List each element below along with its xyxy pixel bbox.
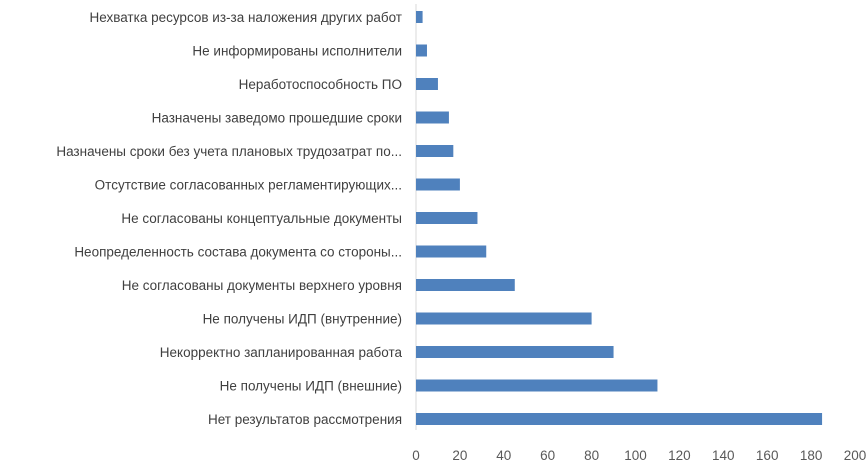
- category-label: Нехватка ресурсов из-за наложения других…: [89, 10, 402, 25]
- category-label: Нет результатов рассмотрения: [208, 412, 402, 427]
- category-label: Неработоспособность ПО: [239, 77, 402, 92]
- bars-group: [416, 11, 823, 425]
- bar: [416, 212, 478, 224]
- category-label: Отсутствие согласованных регламентирующи…: [95, 178, 402, 193]
- category-label: Назначены сроки без учета плановых трудо…: [56, 144, 402, 159]
- category-label: Не информированы исполнители: [192, 44, 402, 59]
- category-label: Не согласованы документы верхнего уровня: [122, 278, 402, 293]
- x-tick-label: 180: [800, 448, 823, 463]
- x-tick-labels-group: 0 20 40 60 80 100 120 140 160 180 200: [412, 448, 866, 463]
- x-tick-label: 200: [844, 448, 867, 463]
- bar: [416, 279, 515, 291]
- bar: [416, 379, 658, 392]
- bar: [416, 413, 823, 425]
- x-tick-label: 40: [496, 448, 511, 463]
- x-tick-label: 100: [624, 448, 647, 463]
- bar: [416, 145, 454, 157]
- bar: [416, 312, 592, 325]
- bar: [416, 111, 449, 124]
- x-tick-label: 80: [584, 448, 599, 463]
- x-tick-label: 60: [540, 448, 555, 463]
- bar: [416, 11, 423, 23]
- category-label: Не согласованы концептуальные документы: [121, 211, 402, 226]
- bar: [416, 346, 614, 358]
- bar: [416, 44, 427, 57]
- x-tick-label: 0: [412, 448, 420, 463]
- category-label: Назначены заведомо прошедшие сроки: [152, 111, 402, 126]
- x-tick-label: 140: [712, 448, 735, 463]
- category-label: Неопределенность состава документа со ст…: [74, 245, 402, 260]
- x-tick-label: 120: [668, 448, 691, 463]
- category-label: Некорректно запланированная работа: [160, 345, 403, 360]
- category-label: Не получены ИДП (внешние): [220, 379, 402, 394]
- x-tick-label: 160: [756, 448, 779, 463]
- category-labels-group: Нехватка ресурсов из-за наложения других…: [56, 10, 402, 427]
- bar: [416, 245, 487, 258]
- category-label: Не получены ИДП (внутренние): [203, 312, 402, 327]
- bar: [416, 78, 438, 90]
- bar: [416, 178, 460, 191]
- x-tick-label: 20: [452, 448, 467, 463]
